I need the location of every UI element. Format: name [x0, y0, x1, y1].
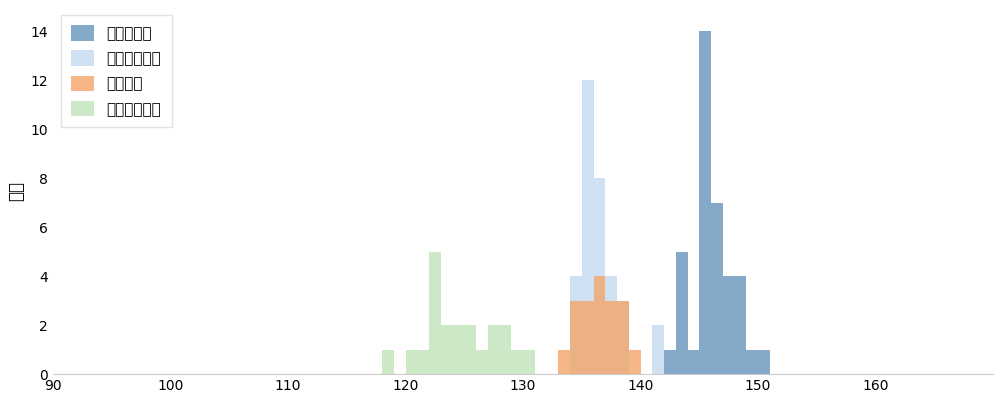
Y-axis label: 球数: 球数 — [7, 180, 25, 200]
Bar — [629, 350, 641, 374]
Bar — [511, 350, 523, 374]
Legend: ストレート, カットボール, フォーク, パワーカーブ: ストレート, カットボール, フォーク, パワーカーブ — [61, 14, 172, 128]
Bar — [711, 203, 723, 374]
Bar — [664, 350, 676, 374]
Bar — [453, 325, 464, 374]
Bar — [652, 325, 664, 374]
Bar — [617, 301, 629, 374]
Bar — [605, 276, 617, 374]
Bar — [523, 350, 535, 374]
Bar — [488, 325, 500, 374]
Bar — [570, 276, 582, 374]
Bar — [594, 178, 605, 374]
Bar — [735, 276, 746, 374]
Bar — [500, 325, 511, 374]
Bar — [441, 325, 453, 374]
Bar — [570, 301, 582, 374]
Bar — [582, 301, 594, 374]
Bar — [417, 350, 429, 374]
Bar — [429, 252, 441, 374]
Bar — [723, 276, 735, 374]
Bar — [464, 325, 476, 374]
Bar — [758, 350, 770, 374]
Bar — [382, 350, 394, 374]
Bar — [699, 32, 711, 374]
Bar — [558, 350, 570, 374]
Bar — [617, 301, 629, 374]
Bar — [582, 80, 594, 374]
Bar — [688, 350, 699, 374]
Bar — [746, 350, 758, 374]
Bar — [605, 301, 617, 374]
Bar — [594, 276, 605, 374]
Bar — [406, 350, 417, 374]
Bar — [476, 350, 488, 374]
Bar — [676, 252, 688, 374]
